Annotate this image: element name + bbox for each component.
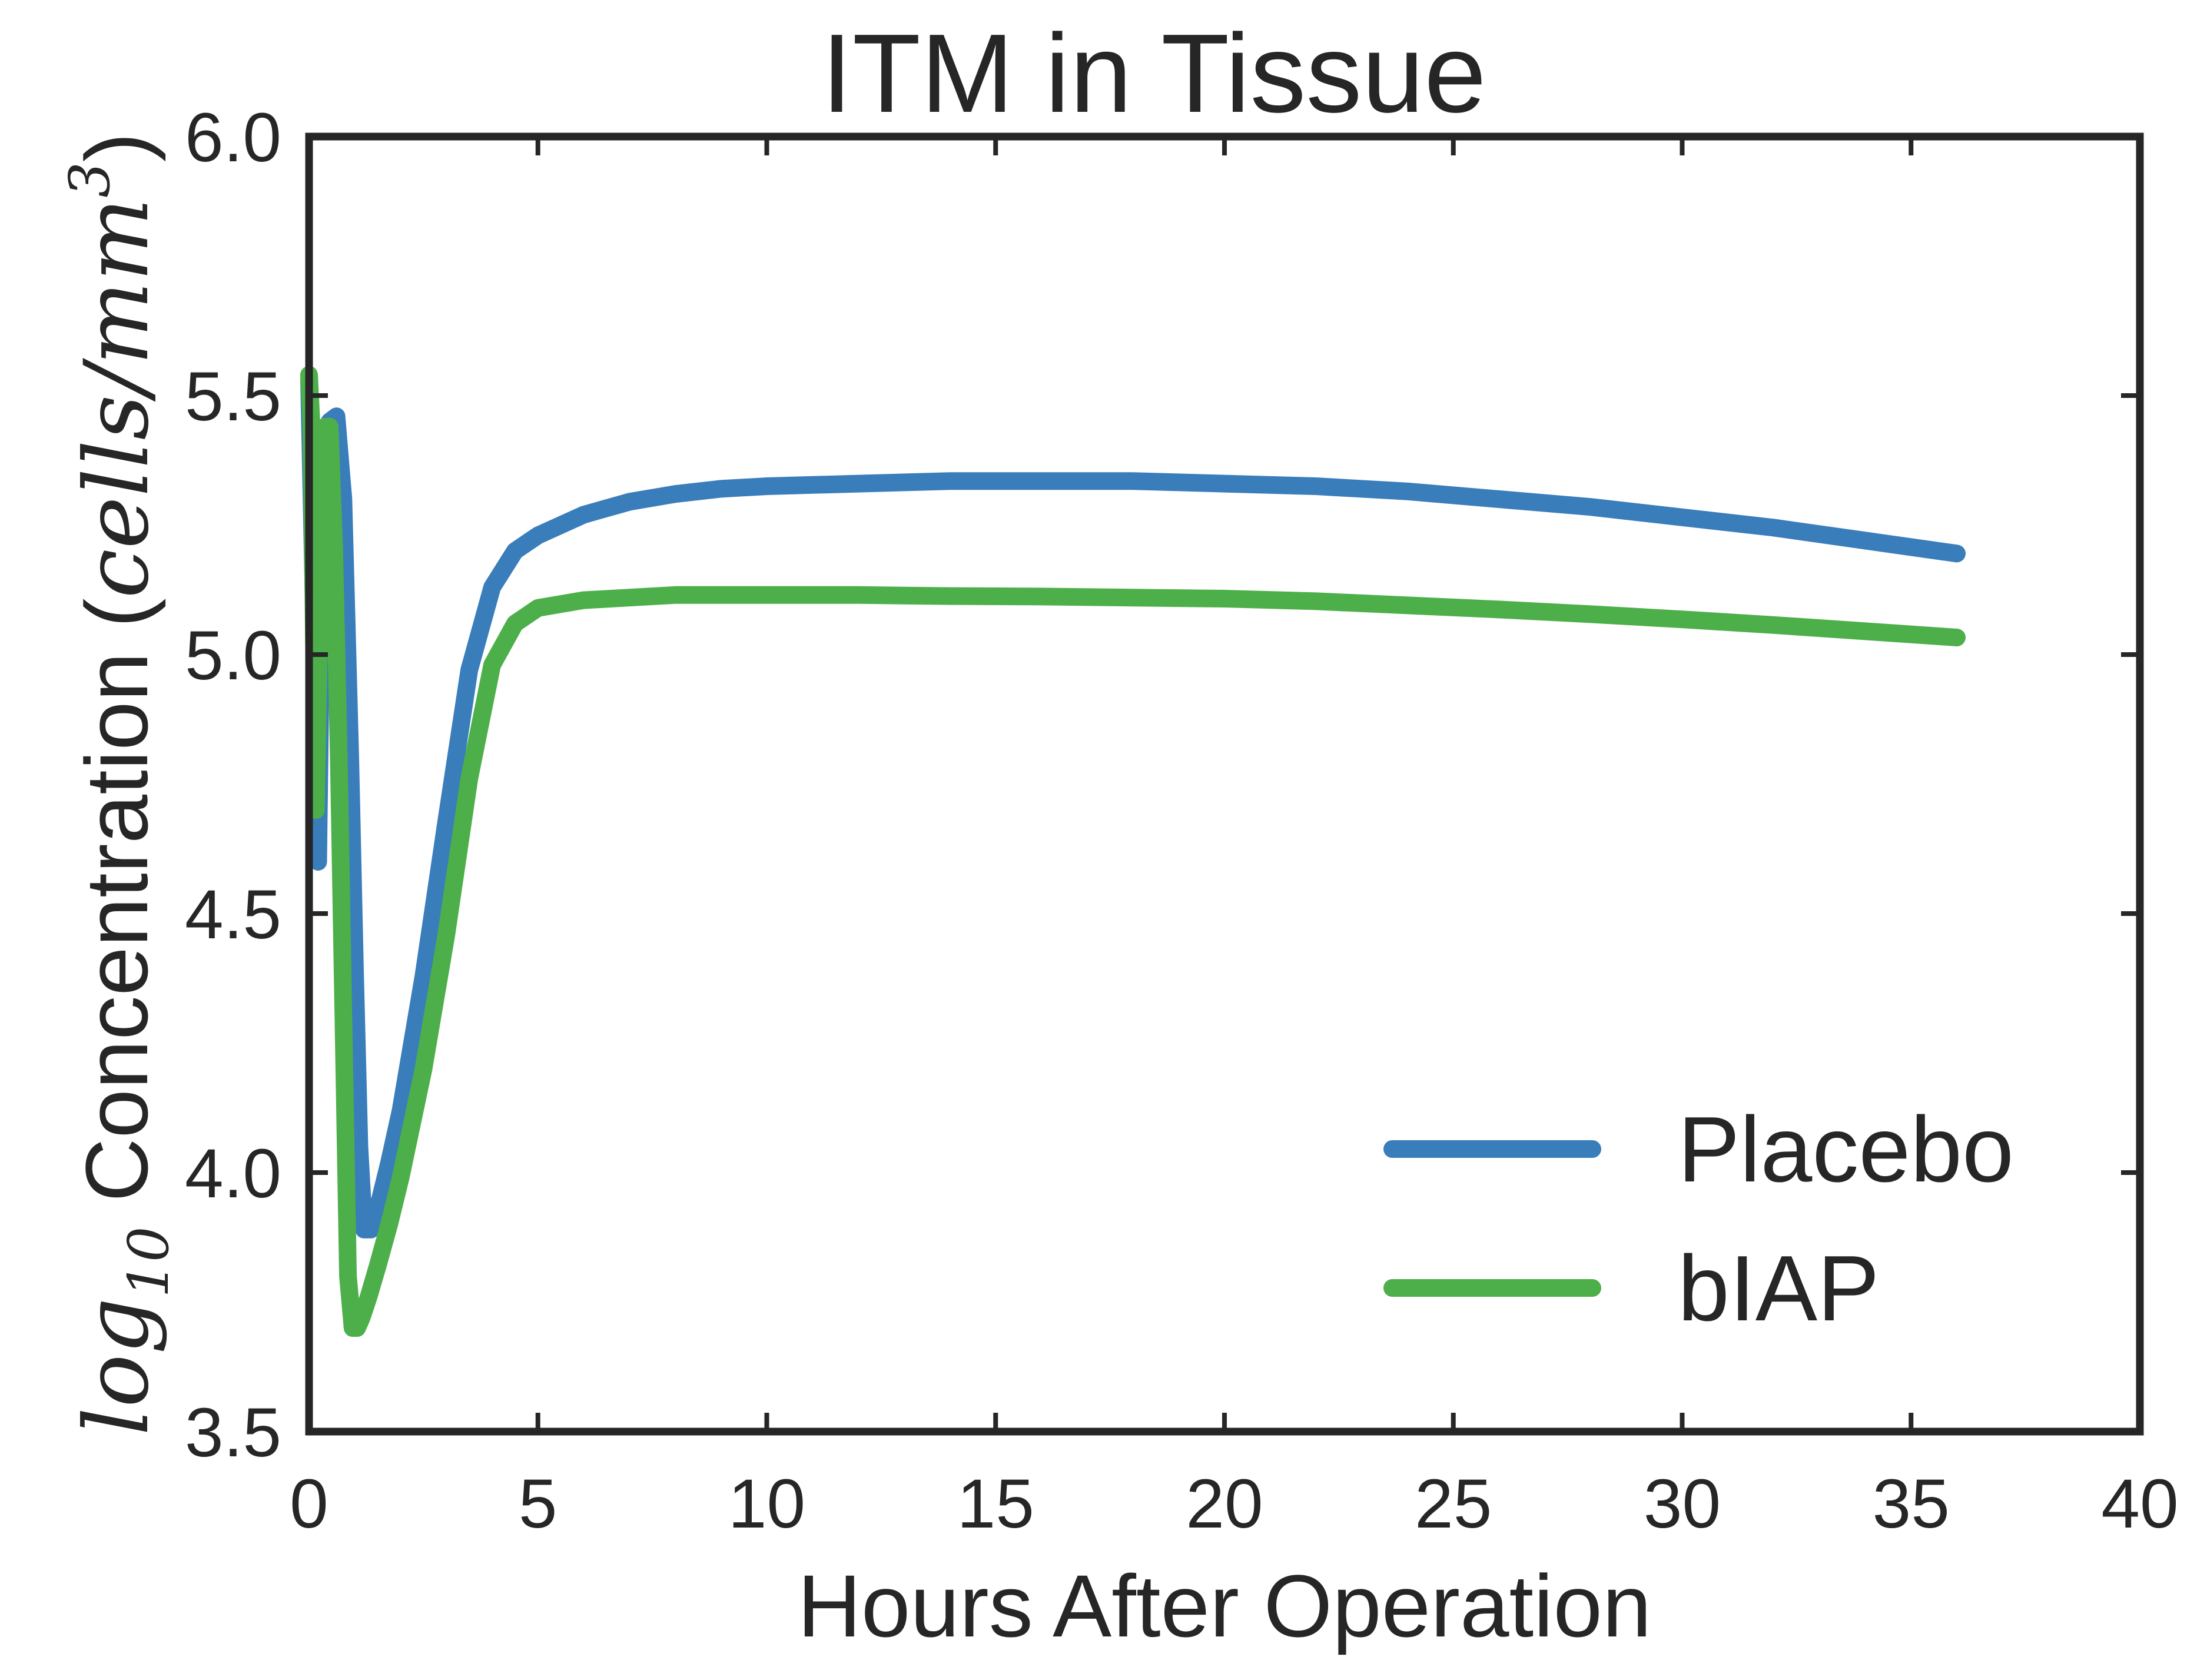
svg-text:log10 Concentration (cells/mm3: log10 Concentration (cells/mm3) — [58, 132, 181, 1436]
y-label-unit: cells/mm — [66, 198, 168, 599]
y-tick-label: 6.0 — [185, 99, 281, 177]
y-tick-label: 4.5 — [185, 876, 281, 954]
x-tick-label: 25 — [1415, 1465, 1492, 1543]
x-tick-label: 5 — [519, 1465, 557, 1543]
y-tick-label: 5.5 — [185, 358, 281, 436]
x-tick-label: 15 — [957, 1465, 1034, 1543]
y-label-subscript: 10 — [117, 1227, 181, 1298]
tick-layer: 0 5 10 15 20 25 30 35 40 3.5 4.0 4.5 5.0 5.5 6.0 — [185, 99, 2179, 1543]
x-axis-label: Hours After Operation — [798, 1556, 1652, 1655]
x-tick-label: 20 — [1186, 1465, 1263, 1543]
legend-label-biap: bIAP — [1678, 1237, 1880, 1340]
x-tick-label: 0 — [290, 1465, 328, 1543]
x-tick-label: 35 — [1873, 1465, 1950, 1543]
y-label-log: log — [66, 1297, 168, 1435]
legend-label-placebo: Placebo — [1678, 1098, 2014, 1201]
x-tick-label: 30 — [1644, 1465, 1721, 1543]
y-tick-label: 3.5 — [185, 1394, 281, 1472]
legend: Placebo bIAP — [1383, 1098, 2014, 1340]
x-tick-label: 40 — [2101, 1465, 2178, 1543]
y-label-main: Concentration ( — [67, 598, 166, 1226]
y-tick-label: 5.0 — [185, 617, 281, 695]
y-axis-label: log10 Concentration (cells/mm3) — [58, 132, 181, 1436]
y-tick-label: 4.0 — [185, 1135, 281, 1213]
x-tick-label: 10 — [728, 1465, 805, 1543]
y-label-close: ) — [67, 132, 166, 162]
series-layer — [300, 366, 1966, 1337]
y-label-superscript: 3 — [58, 162, 122, 197]
series-line-biap — [300, 366, 1966, 1337]
series-line-placebo — [300, 371, 1966, 1239]
chart-title: ITM in Tissue — [821, 11, 1486, 136]
